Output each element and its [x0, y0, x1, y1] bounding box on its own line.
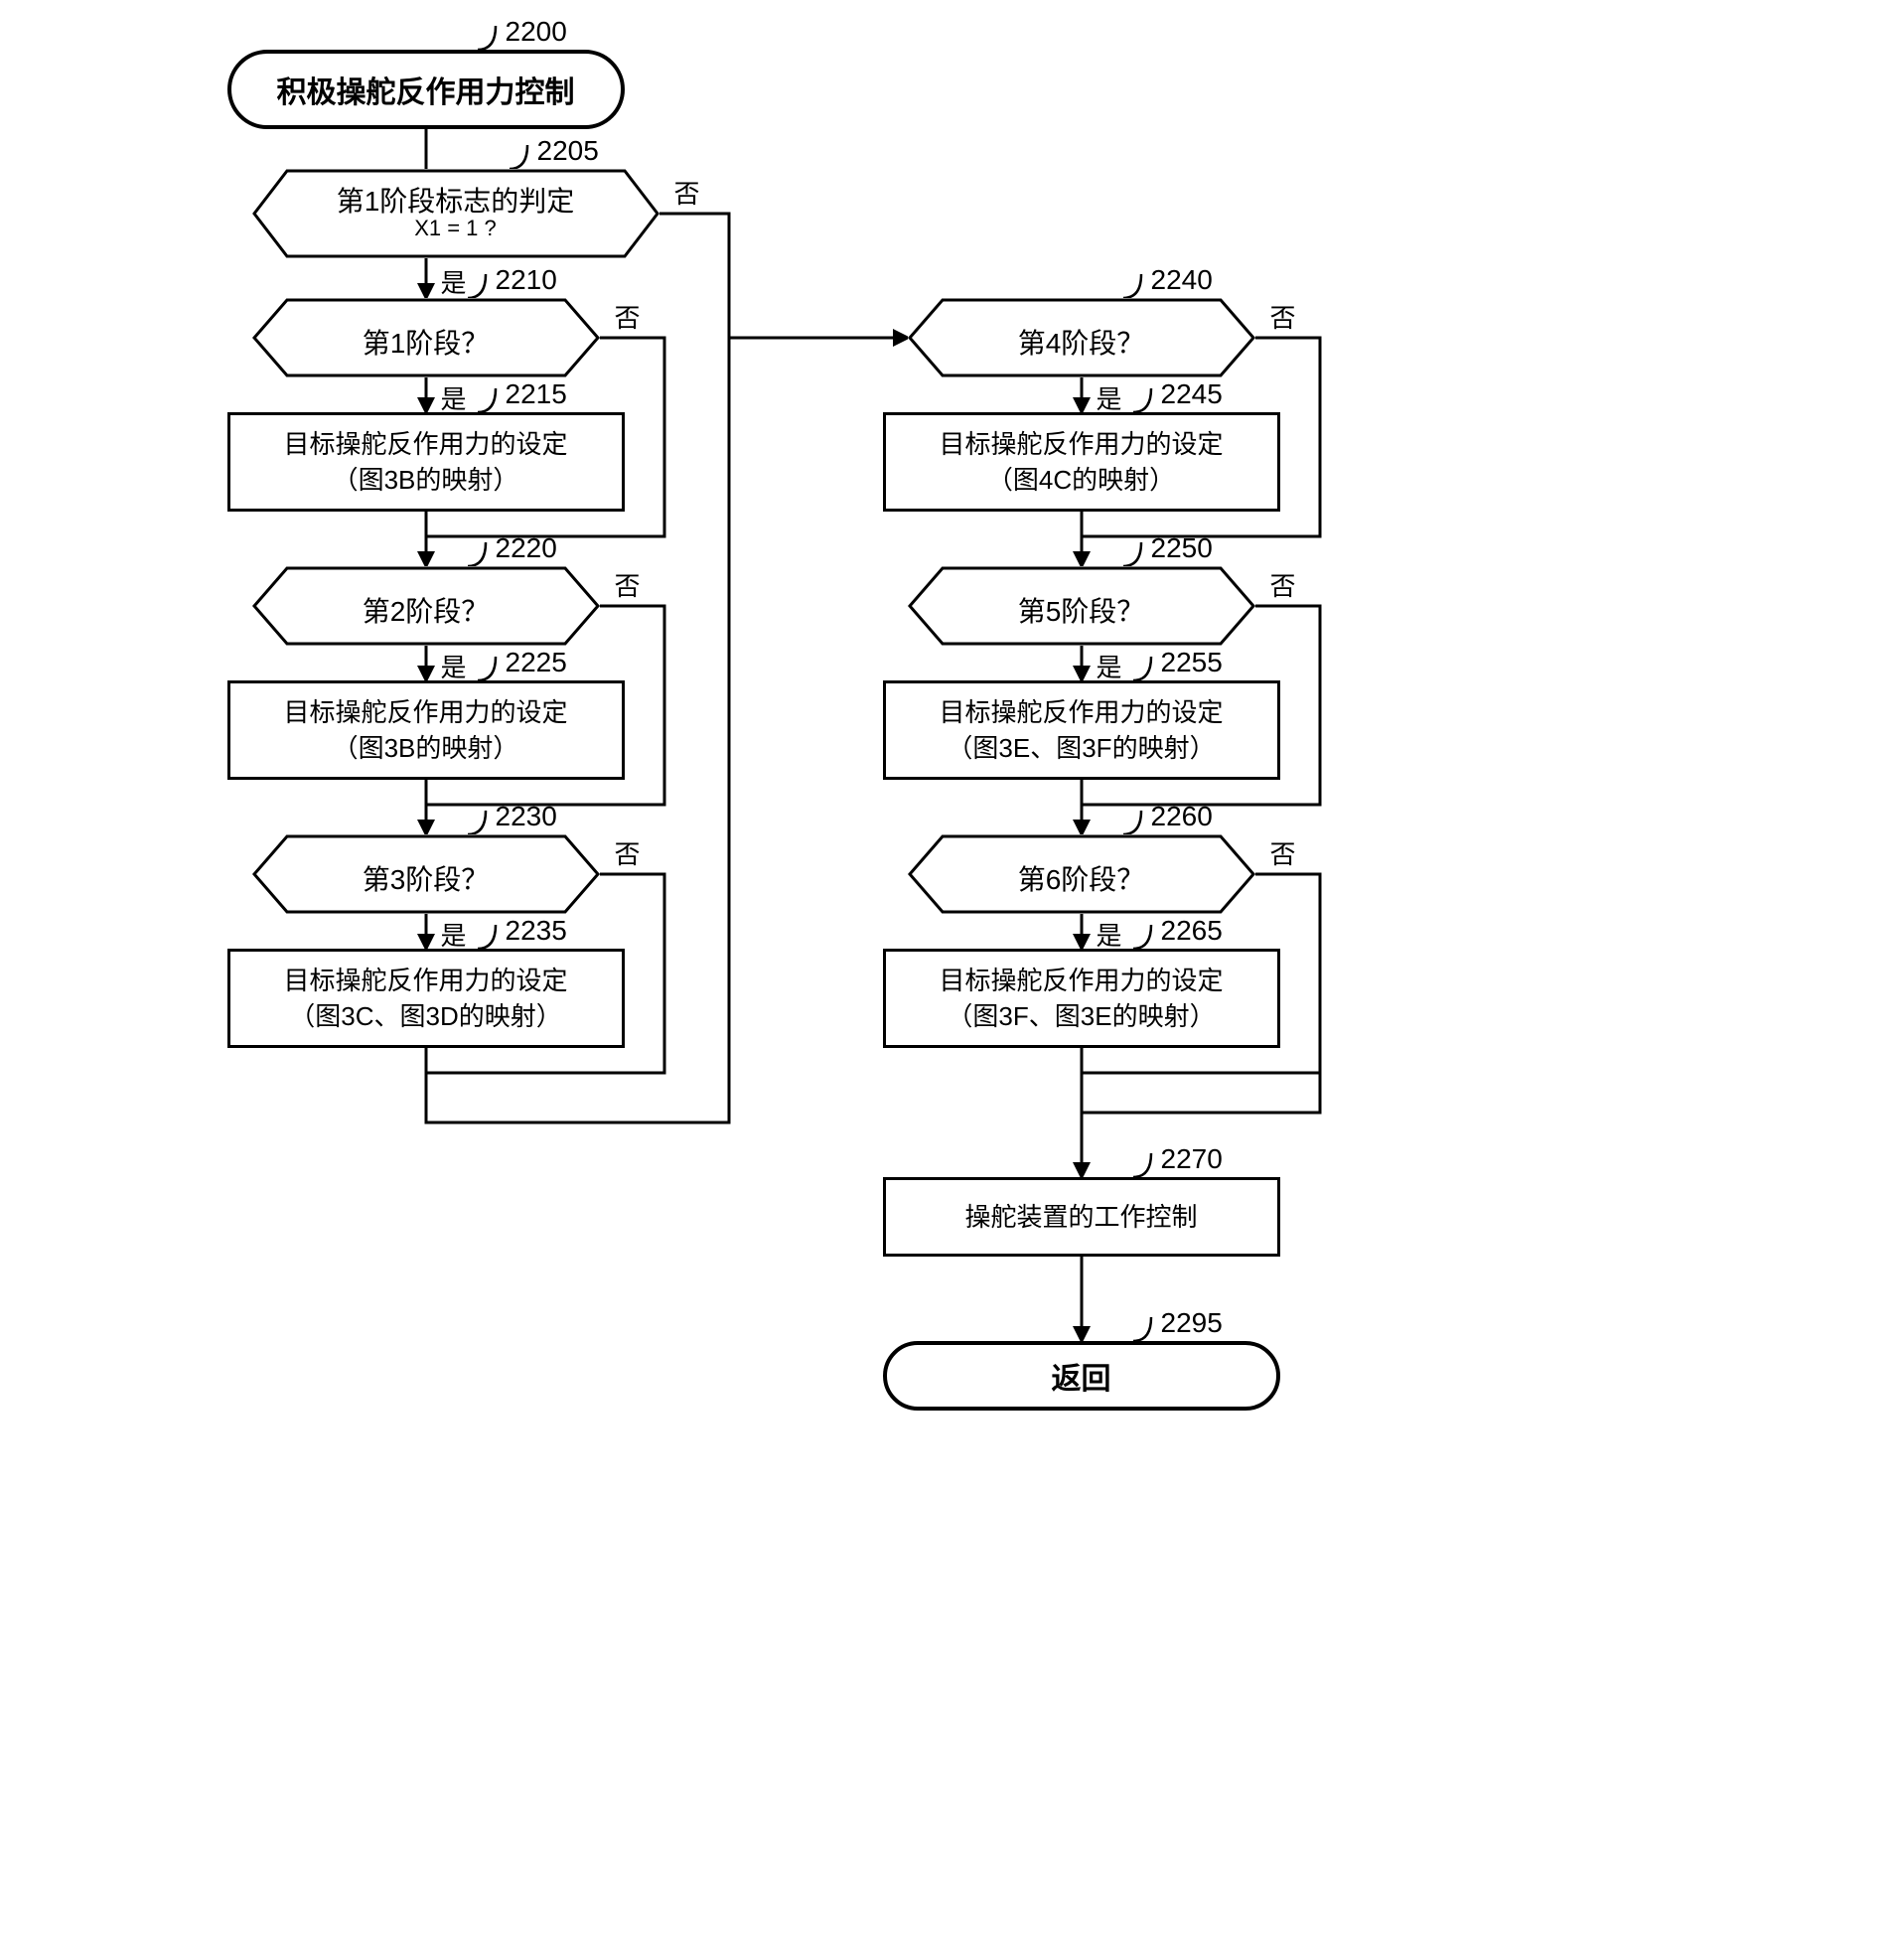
decision-2240: 第4阶段？ — [908, 298, 1255, 377]
terminal-text-2200: 积极操舵反作用力控制 — [277, 68, 575, 111]
decision-text-2240: 第4阶段？ — [908, 322, 1255, 362]
no-label-no2210: 否 — [615, 298, 641, 335]
yes-label-e4: 是 — [441, 648, 467, 684]
decision-text-2205: 第1阶段标志的判定 — [252, 180, 659, 220]
ref-label-2220: 2220 — [496, 532, 557, 564]
yes-label-eR5: 是 — [1097, 916, 1122, 953]
terminal-text-2295: 返回 — [1052, 1354, 1111, 1398]
process-text1-2255: 目标操舵反作用力的设定 — [939, 694, 1223, 730]
process-text1-2215: 目标操舵反作用力的设定 — [283, 426, 567, 462]
decision-text-2210: 第1阶段？ — [252, 322, 600, 362]
decision-2230: 第3阶段？ — [252, 834, 600, 914]
process-2245: 目标操舵反作用力的设定（图4C的映射） — [883, 412, 1280, 512]
process-text2-2235: （图3C、图3D的映射） — [289, 998, 561, 1034]
ref-label-2225: 2225 — [506, 647, 567, 678]
ref-label-2230: 2230 — [496, 801, 557, 832]
edge-rightUnion — [1082, 1073, 1320, 1113]
decision-2205: 第1阶段标志的判定X1 = 1 ? — [252, 169, 659, 258]
process-text2-2255: （图3E、图3F的映射） — [947, 730, 1215, 766]
decision-subtext-2205: X1 = 1 ? — [252, 216, 659, 241]
no-label-no2220: 否 — [615, 566, 641, 603]
process-2215: 目标操舵反作用力的设定（图3B的映射） — [227, 412, 625, 512]
decision-text-2260: 第6阶段？ — [908, 858, 1255, 898]
process-text2-2245: （图4C的映射） — [987, 462, 1175, 498]
ref-label-2215: 2215 — [506, 378, 567, 410]
ref-label-2235: 2235 — [506, 915, 567, 947]
process-2225: 目标操舵反作用力的设定（图3B的映射） — [227, 680, 625, 780]
decision-text-2250: 第5阶段？ — [908, 590, 1255, 630]
ref-label-2260: 2260 — [1151, 801, 1213, 832]
decision-2250: 第5阶段？ — [908, 566, 1255, 646]
decision-2210: 第1阶段？ — [252, 298, 600, 377]
no-label-no2240: 否 — [1270, 298, 1296, 335]
yes-label-e1: 是 — [441, 263, 467, 300]
decision-2220: 第2阶段？ — [252, 566, 600, 646]
no-label-no2260: 否 — [1270, 834, 1296, 871]
ref-label-2255: 2255 — [1161, 647, 1223, 678]
ref-label-2240: 2240 — [1151, 264, 1213, 296]
yes-label-eR1: 是 — [1097, 379, 1122, 416]
process-text2-2225: （图3B的映射） — [333, 730, 519, 766]
ref-label-2270: 2270 — [1161, 1143, 1223, 1175]
process-text1-2235: 目标操舵反作用力的设定 — [283, 963, 567, 998]
process-2255: 目标操舵反作用力的设定（图3E、图3F的映射） — [883, 680, 1280, 780]
process-text1-2225: 目标操舵反作用力的设定 — [283, 694, 567, 730]
no-label-no2230: 否 — [615, 834, 641, 871]
decision-2260: 第6阶段？ — [908, 834, 1255, 914]
ref-label-2245: 2245 — [1161, 378, 1223, 410]
process-2235: 目标操舵反作用力的设定（图3C、图3D的映射） — [227, 949, 625, 1048]
process-text1-2270: 操舵装置的工作控制 — [964, 1199, 1197, 1235]
no-label-no2205: 否 — [674, 174, 700, 211]
ref-label-2205: 2205 — [537, 135, 599, 167]
yes-label-e6: 是 — [441, 916, 467, 953]
process-text2-2265: （图3F、图3E的映射） — [947, 998, 1215, 1034]
decision-text-2220: 第2阶段？ — [252, 590, 600, 630]
decision-text-2230: 第3阶段？ — [252, 858, 600, 898]
process-2265: 目标操舵反作用力的设定（图3F、图3E的映射） — [883, 949, 1280, 1048]
edge-no2205 — [659, 214, 908, 338]
ref-label-2295: 2295 — [1161, 1307, 1223, 1339]
process-text1-2245: 目标操舵反作用力的设定 — [939, 426, 1223, 462]
ref-label-2210: 2210 — [496, 264, 557, 296]
ref-label-2200: 2200 — [506, 16, 567, 48]
process-text2-2215: （图3B的映射） — [333, 462, 519, 498]
process-2270: 操舵装置的工作控制 — [883, 1177, 1280, 1257]
ref-label-2265: 2265 — [1161, 915, 1223, 947]
yes-label-e2: 是 — [441, 379, 467, 416]
terminal-2295: 返回 — [883, 1341, 1280, 1411]
terminal-2200: 积极操舵反作用力控制 — [227, 50, 625, 129]
yes-label-eR3: 是 — [1097, 648, 1122, 684]
process-text1-2265: 目标操舵反作用力的设定 — [939, 963, 1223, 998]
ref-label-2250: 2250 — [1151, 532, 1213, 564]
no-label-no2250: 否 — [1270, 566, 1296, 603]
